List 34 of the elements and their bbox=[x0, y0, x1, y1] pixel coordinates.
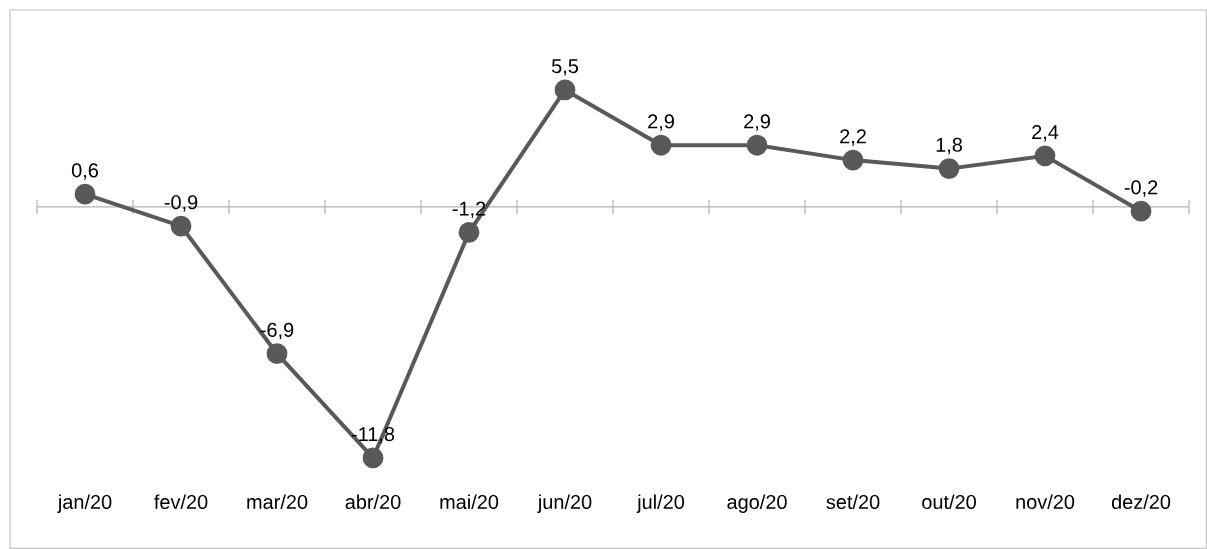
point bbox=[266, 343, 288, 365]
x-tick-label: jun/20 bbox=[537, 494, 592, 513]
x-tick-label: fev/20 bbox=[154, 494, 208, 510]
data-label: 5,5 bbox=[551, 59, 579, 76]
point bbox=[74, 183, 96, 205]
x-tick-label: jul/20 bbox=[636, 494, 685, 513]
data-label: 1,8 bbox=[936, 137, 963, 155]
x-tick-label: nov/20 bbox=[1016, 494, 1075, 510]
point bbox=[458, 222, 480, 243]
data-label: -0,2 bbox=[1124, 180, 1158, 197]
point bbox=[842, 149, 864, 171]
x-tick-label: jan/20 bbox=[57, 494, 112, 513]
data-label: 2,9 bbox=[648, 114, 674, 131]
point bbox=[554, 79, 576, 101]
x-tick-label: mar/20 bbox=[247, 494, 308, 510]
x-tick-label: mai/20 bbox=[440, 494, 499, 510]
data-label: 2,4 bbox=[1032, 125, 1059, 142]
point bbox=[938, 158, 960, 180]
x-tick-label: ago/20 bbox=[727, 494, 787, 513]
point bbox=[170, 215, 192, 237]
x-tick-label: abr/20 bbox=[345, 494, 401, 510]
data-label: 0,6 bbox=[71, 163, 98, 180]
x-tick-label: dez/20 bbox=[1111, 494, 1171, 510]
point bbox=[1034, 145, 1056, 167]
point bbox=[362, 447, 384, 469]
point bbox=[650, 134, 672, 156]
data-label: -0,9 bbox=[164, 195, 198, 212]
data-label: 2,2 bbox=[840, 129, 866, 146]
x-tick-label: out/20 bbox=[922, 494, 976, 510]
point bbox=[1130, 200, 1152, 222]
data-label: -6,9 bbox=[260, 322, 294, 340]
x-tick-label: set/20 bbox=[826, 494, 880, 510]
point bbox=[746, 134, 768, 156]
data-label: 2,9 bbox=[744, 114, 770, 131]
